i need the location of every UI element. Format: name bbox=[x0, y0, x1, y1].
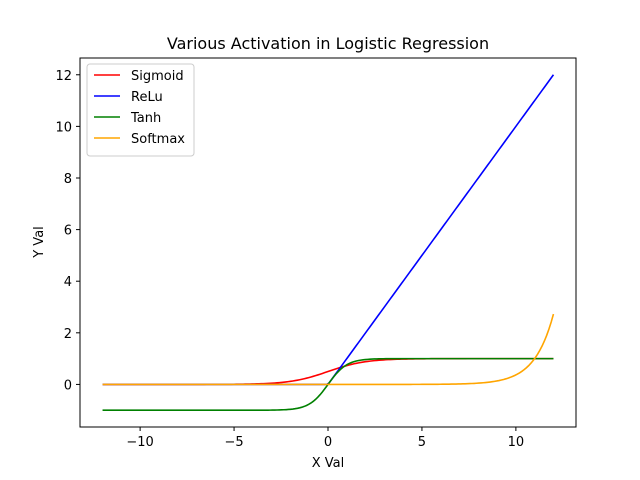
y-tick-label: 12 bbox=[55, 69, 72, 84]
legend-label-sigmoid: Sigmoid bbox=[131, 69, 184, 84]
y-axis: 0 2 4 6 8 10 12 bbox=[55, 69, 80, 393]
x-tick-label: 0 bbox=[324, 435, 332, 450]
x-tick-label: −5 bbox=[224, 435, 243, 450]
x-tick-label: 5 bbox=[418, 435, 426, 450]
y-tick-label: 2 bbox=[64, 327, 72, 342]
legend-label-softmax: Softmax bbox=[131, 132, 185, 147]
y-tick-label: 6 bbox=[64, 224, 72, 239]
y-tick-label: 10 bbox=[55, 120, 72, 135]
legend: Sigmoid ReLu Tanh Softmax bbox=[86, 63, 195, 157]
x-axis: −10 −5 0 5 10 bbox=[126, 427, 524, 450]
x-tick-label: 10 bbox=[508, 435, 525, 450]
legend-label-relu: ReLu bbox=[131, 90, 163, 105]
y-tick-label: 0 bbox=[64, 378, 72, 393]
y-tick-label: 4 bbox=[64, 275, 72, 290]
x-tick-label: −10 bbox=[126, 435, 153, 450]
series-line-softmax bbox=[102, 313, 555, 386]
chart-title: Various Activation in Logistic Regressio… bbox=[167, 34, 489, 53]
x-axis-label: X Val bbox=[312, 456, 345, 471]
y-tick-label: 8 bbox=[64, 172, 72, 187]
legend-box bbox=[86, 63, 195, 157]
legend-label-tanh: Tanh bbox=[130, 111, 161, 126]
y-axis-label: Y Val bbox=[32, 226, 47, 259]
series-layer bbox=[102, 74, 555, 412]
